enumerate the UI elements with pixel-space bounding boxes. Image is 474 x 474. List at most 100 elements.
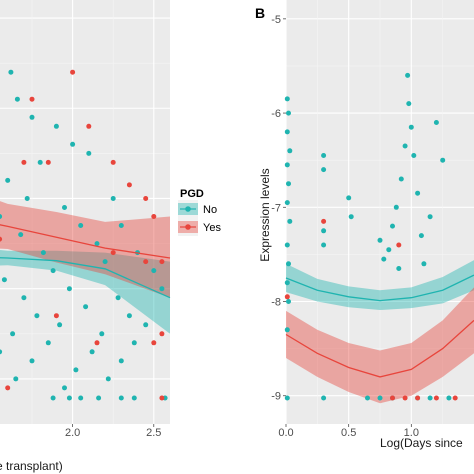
point-no bbox=[377, 395, 383, 401]
point-no bbox=[50, 395, 56, 401]
point-no bbox=[284, 395, 290, 401]
point-yes bbox=[159, 395, 165, 401]
point-no bbox=[13, 376, 19, 382]
point-no bbox=[94, 241, 100, 247]
panel-b: B 0.0 0.5 1.0 -5 -6 -7 -8 -9 Expression levels… bbox=[255, 0, 474, 450]
point-no bbox=[284, 96, 290, 102]
point-no bbox=[29, 358, 35, 364]
point-no bbox=[396, 266, 402, 271]
point-no bbox=[433, 120, 439, 125]
point-no bbox=[21, 295, 27, 301]
point-no bbox=[53, 123, 59, 129]
point-no bbox=[110, 196, 116, 201]
point-no bbox=[321, 153, 327, 158]
point-no bbox=[390, 223, 395, 229]
point-no bbox=[99, 331, 105, 337]
x-tick-label: 2.0 bbox=[65, 427, 80, 439]
legend-label-no: No bbox=[203, 204, 217, 216]
point-no bbox=[24, 196, 30, 201]
fit-line-no bbox=[285, 274, 474, 302]
point-no bbox=[18, 232, 24, 238]
point-no bbox=[348, 214, 354, 220]
legend-key-no-point bbox=[185, 206, 191, 212]
point-no bbox=[286, 261, 291, 267]
point-no bbox=[96, 395, 102, 401]
point-no bbox=[440, 157, 446, 163]
panel-a: 1.52.02.5 e transplant) bbox=[0, 0, 171, 473]
point-yes bbox=[143, 259, 149, 265]
point-no bbox=[78, 395, 84, 401]
point-no bbox=[57, 322, 63, 328]
point-yes bbox=[143, 196, 149, 201]
panel-b-y-axis-title: Expression levels bbox=[258, 168, 272, 261]
point-yes bbox=[396, 242, 402, 248]
panel-b-x-ticks: 0.0 0.5 1.0 bbox=[278, 424, 419, 439]
point-no bbox=[405, 72, 411, 78]
point-no bbox=[411, 153, 417, 158]
point-yes bbox=[159, 259, 165, 265]
point-yes bbox=[5, 385, 11, 391]
x-tick-label: 1.0 bbox=[404, 427, 419, 439]
panel-b-points bbox=[284, 72, 458, 401]
x-tick-label: 0.5 bbox=[341, 427, 356, 439]
point-no bbox=[143, 322, 149, 328]
point-no bbox=[8, 69, 14, 75]
point-no bbox=[62, 385, 67, 391]
point-no bbox=[105, 376, 111, 382]
point-no bbox=[118, 358, 124, 364]
point-yes bbox=[94, 340, 100, 346]
legend-key-yes-point bbox=[185, 224, 191, 230]
panel-b-x-axis-title: Log(Days since bbox=[380, 436, 463, 450]
point-yes bbox=[151, 340, 157, 346]
point-no bbox=[398, 176, 404, 182]
point-no bbox=[427, 395, 433, 401]
point-no bbox=[408, 124, 414, 130]
point-no bbox=[284, 200, 290, 206]
panel-a-x-ticks: 1.52.02.5 bbox=[65, 424, 161, 439]
point-no bbox=[66, 395, 72, 401]
panel-a-confidence-ribbons bbox=[0, 201, 170, 334]
point-no bbox=[284, 327, 290, 333]
point-no bbox=[0, 214, 3, 219]
point-no bbox=[321, 167, 327, 173]
point-yes bbox=[70, 69, 76, 75]
point-no bbox=[1, 277, 7, 283]
x-tick-label: 0.0 bbox=[278, 427, 293, 439]
panel-a-background bbox=[0, 0, 170, 424]
point-no bbox=[66, 286, 72, 292]
point-no bbox=[86, 150, 92, 156]
point-no bbox=[321, 228, 327, 234]
fit-line-yes bbox=[285, 319, 474, 378]
y-tick-label: -7 bbox=[271, 202, 281, 214]
point-no bbox=[418, 233, 424, 239]
point-no bbox=[126, 313, 132, 319]
point-no bbox=[78, 223, 84, 228]
point-no bbox=[402, 143, 408, 149]
point-no bbox=[427, 214, 433, 220]
ribbon-yes bbox=[0, 201, 170, 298]
point-no bbox=[346, 195, 352, 201]
legend-label-yes: Yes bbox=[203, 222, 221, 234]
point-no bbox=[83, 304, 89, 310]
y-tick-label: -9 bbox=[271, 391, 281, 403]
ribbon-no bbox=[0, 249, 170, 334]
legend: PGD No Yes bbox=[178, 188, 221, 236]
point-no bbox=[381, 256, 387, 262]
point-no bbox=[131, 340, 137, 346]
point-no bbox=[284, 242, 290, 248]
point-yes bbox=[433, 395, 439, 401]
point-no bbox=[321, 395, 327, 401]
point-no bbox=[286, 181, 291, 187]
point-no bbox=[0, 349, 3, 355]
point-yes bbox=[452, 395, 458, 401]
fit-line-yes bbox=[0, 224, 171, 259]
point-no bbox=[446, 395, 452, 401]
point-no bbox=[73, 367, 79, 373]
point-no bbox=[34, 313, 40, 319]
point-no bbox=[118, 223, 124, 228]
point-no bbox=[70, 141, 76, 147]
point-no bbox=[421, 261, 427, 267]
point-yes bbox=[151, 214, 157, 219]
panel-b-confidence-ribbons bbox=[286, 260, 474, 404]
point-yes bbox=[390, 395, 395, 401]
